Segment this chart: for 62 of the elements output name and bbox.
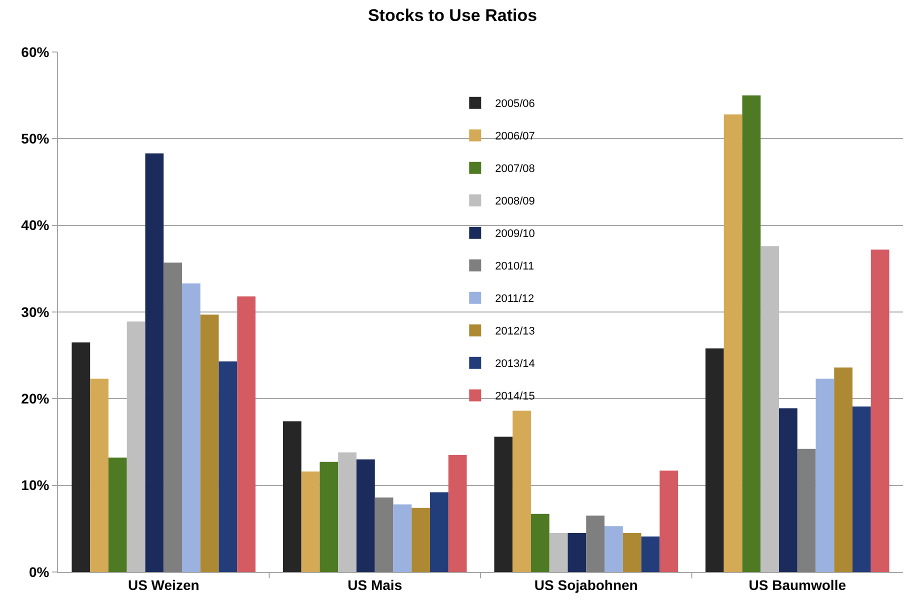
bar: [164, 262, 182, 572]
bar: [494, 436, 513, 572]
legend-label: 2005/06: [495, 98, 535, 110]
y-tick-label: 40%: [21, 217, 50, 234]
bar: [760, 246, 779, 572]
bar: [705, 348, 724, 572]
bar: [622, 533, 642, 572]
bar: [530, 514, 550, 572]
bar: [182, 283, 200, 572]
bar: [356, 459, 375, 572]
bar: [374, 497, 394, 572]
bar: [393, 504, 412, 572]
bar: [301, 471, 320, 572]
legend-label: 2011/12: [495, 293, 534, 306]
bar: [549, 533, 568, 572]
bar: [338, 452, 356, 572]
bar: [512, 410, 531, 572]
x-tick-label: US Sojabohnen: [534, 576, 638, 593]
legend-label: 2007/08: [495, 163, 535, 176]
y-tick-label: 10%: [21, 477, 50, 494]
bar: [126, 322, 146, 572]
bar: [282, 421, 302, 572]
bar: [320, 462, 338, 572]
bar: [90, 378, 108, 572]
legend-label: 2013/14: [495, 358, 535, 370]
bar: [660, 470, 678, 572]
bar: [604, 526, 623, 572]
bar: [870, 250, 890, 572]
bar: [430, 492, 448, 572]
bar: [816, 378, 834, 572]
x-tick-label: US Weizen: [128, 576, 200, 593]
y-tick-label: 50%: [21, 130, 50, 147]
bar: [72, 342, 90, 572]
y-tick-label: 30%: [21, 304, 50, 320]
bar: [448, 455, 467, 572]
bar: [724, 114, 742, 572]
bar: [200, 314, 219, 572]
bar: [412, 508, 430, 572]
x-tick-label: US Mais: [348, 576, 402, 593]
y-tick-label: 60%: [21, 44, 50, 60]
bar: [145, 153, 164, 572]
bar: [218, 361, 238, 572]
legend-label: 2014/15: [495, 390, 535, 403]
bar: [797, 448, 816, 572]
bar: [742, 95, 761, 572]
legend-label: 2012/13: [495, 326, 535, 338]
x-tick-label: US Baumwolle: [748, 576, 846, 593]
bar: [108, 458, 127, 572]
bar: [779, 408, 798, 572]
y-tick-label: 0%: [28, 564, 50, 580]
legend-label: 2008/09: [495, 196, 535, 208]
bar: [568, 533, 586, 572]
legend-label: 2010/11: [495, 260, 534, 273]
y-tick-label: 20%: [21, 390, 50, 407]
legend-label: 2009/10: [495, 228, 535, 240]
bar: [641, 536, 660, 572]
bar: [852, 406, 871, 572]
chart-title: Stocks to Use Ratios: [368, 6, 538, 25]
bar: [834, 367, 853, 572]
bar: [586, 516, 604, 572]
legend-label: 2006/07: [495, 130, 535, 143]
bar: [237, 296, 256, 572]
